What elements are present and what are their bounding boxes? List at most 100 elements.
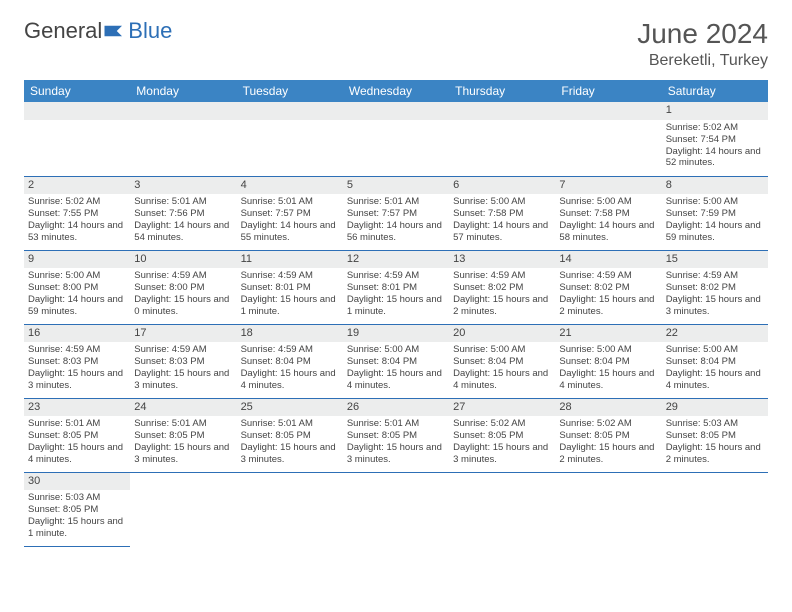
calendar-cell: 19Sunrise: 5:00 AMSunset: 8:04 PMDayligh… — [343, 324, 449, 398]
day-number: 5 — [343, 177, 449, 195]
calendar-cell — [555, 472, 661, 546]
sunrise-text: Sunrise: 5:02 AM — [28, 196, 126, 208]
calendar-cell — [449, 102, 555, 176]
day-number: 7 — [555, 177, 661, 195]
sunrise-text: Sunrise: 4:59 AM — [453, 270, 551, 282]
weekday-header: Friday — [555, 80, 661, 102]
calendar-week-row: 16Sunrise: 4:59 AMSunset: 8:03 PMDayligh… — [24, 324, 768, 398]
day-number: 17 — [130, 325, 236, 343]
calendar-cell: 29Sunrise: 5:03 AMSunset: 8:05 PMDayligh… — [662, 398, 768, 472]
sunrise-text: Sunrise: 5:00 AM — [559, 344, 657, 356]
daylight-text: Daylight: 14 hours and 57 minutes. — [453, 220, 551, 244]
sunset-text: Sunset: 7:58 PM — [559, 208, 657, 220]
calendar-cell: 28Sunrise: 5:02 AMSunset: 8:05 PMDayligh… — [555, 398, 661, 472]
sunrise-text: Sunrise: 5:00 AM — [453, 196, 551, 208]
calendar-cell: 25Sunrise: 5:01 AMSunset: 8:05 PMDayligh… — [237, 398, 343, 472]
day-number: 22 — [662, 325, 768, 343]
calendar-cell: 17Sunrise: 4:59 AMSunset: 8:03 PMDayligh… — [130, 324, 236, 398]
brand-part2: Blue — [128, 18, 172, 44]
daylight-text: Daylight: 15 hours and 1 minute. — [347, 294, 445, 318]
daylight-text: Daylight: 14 hours and 53 minutes. — [28, 220, 126, 244]
day-number: 21 — [555, 325, 661, 343]
sunrise-text: Sunrise: 4:59 AM — [241, 344, 339, 356]
weekday-header-row: Sunday Monday Tuesday Wednesday Thursday… — [24, 80, 768, 102]
daylight-text: Daylight: 15 hours and 1 minute. — [28, 516, 126, 540]
calendar-cell: 2Sunrise: 5:02 AMSunset: 7:55 PMDaylight… — [24, 176, 130, 250]
sunset-text: Sunset: 8:02 PM — [453, 282, 551, 294]
sunset-text: Sunset: 8:02 PM — [559, 282, 657, 294]
sunset-text: Sunset: 7:59 PM — [666, 208, 764, 220]
day-number: 4 — [237, 177, 343, 195]
day-number: 9 — [24, 251, 130, 269]
sunset-text: Sunset: 7:58 PM — [453, 208, 551, 220]
sunset-text: Sunset: 7:55 PM — [28, 208, 126, 220]
calendar-cell — [24, 102, 130, 176]
day-number: 26 — [343, 399, 449, 417]
day-details: Sunrise: 4:59 AMSunset: 8:01 PMDaylight:… — [241, 270, 339, 318]
daylight-text: Daylight: 14 hours and 59 minutes. — [28, 294, 126, 318]
sunrise-text: Sunrise: 5:01 AM — [347, 196, 445, 208]
daylight-text: Daylight: 15 hours and 4 minutes. — [559, 368, 657, 392]
day-details: Sunrise: 5:03 AMSunset: 8:05 PMDaylight:… — [666, 418, 764, 466]
sunrise-text: Sunrise: 4:59 AM — [134, 270, 232, 282]
calendar-cell: 5Sunrise: 5:01 AMSunset: 7:57 PMDaylight… — [343, 176, 449, 250]
day-number: 19 — [343, 325, 449, 343]
calendar-cell — [237, 102, 343, 176]
day-details: Sunrise: 5:03 AMSunset: 8:05 PMDaylight:… — [28, 492, 126, 540]
daylight-text: Daylight: 15 hours and 3 minutes. — [134, 442, 232, 466]
calendar-cell — [237, 472, 343, 546]
calendar-cell: 1Sunrise: 5:02 AMSunset: 7:54 PMDaylight… — [662, 102, 768, 176]
day-number: 12 — [343, 251, 449, 269]
calendar-week-row: 2Sunrise: 5:02 AMSunset: 7:55 PMDaylight… — [24, 176, 768, 250]
location: Bereketli, Turkey — [637, 52, 768, 70]
daylight-text: Daylight: 15 hours and 4 minutes. — [28, 442, 126, 466]
brand-logo: General Blue — [24, 18, 172, 44]
day-number: 3 — [130, 177, 236, 195]
day-details: Sunrise: 5:01 AMSunset: 7:57 PMDaylight:… — [347, 196, 445, 244]
day-number: 6 — [449, 177, 555, 195]
day-number: 1 — [662, 102, 768, 120]
daylight-text: Daylight: 15 hours and 2 minutes. — [559, 294, 657, 318]
daylight-text: Daylight: 14 hours and 52 minutes. — [666, 146, 764, 170]
calendar-cell — [555, 102, 661, 176]
calendar-cell: 8Sunrise: 5:00 AMSunset: 7:59 PMDaylight… — [662, 176, 768, 250]
sunset-text: Sunset: 8:00 PM — [28, 282, 126, 294]
day-details: Sunrise: 5:00 AMSunset: 8:00 PMDaylight:… — [28, 270, 126, 318]
daylight-text: Daylight: 15 hours and 1 minute. — [241, 294, 339, 318]
daylight-text: Daylight: 14 hours and 56 minutes. — [347, 220, 445, 244]
sunrise-text: Sunrise: 5:01 AM — [28, 418, 126, 430]
sunrise-text: Sunrise: 5:03 AM — [28, 492, 126, 504]
sunset-text: Sunset: 7:54 PM — [666, 134, 764, 146]
sunrise-text: Sunrise: 5:01 AM — [241, 196, 339, 208]
weekday-header: Saturday — [662, 80, 768, 102]
daylight-text: Daylight: 15 hours and 0 minutes. — [134, 294, 232, 318]
daylight-text: Daylight: 15 hours and 4 minutes. — [241, 368, 339, 392]
sunset-text: Sunset: 8:05 PM — [347, 430, 445, 442]
calendar-cell: 16Sunrise: 4:59 AMSunset: 8:03 PMDayligh… — [24, 324, 130, 398]
day-number: 29 — [662, 399, 768, 417]
calendar-cell: 27Sunrise: 5:02 AMSunset: 8:05 PMDayligh… — [449, 398, 555, 472]
day-details: Sunrise: 5:01 AMSunset: 8:05 PMDaylight:… — [134, 418, 232, 466]
day-number: 10 — [130, 251, 236, 269]
day-details: Sunrise: 4:59 AMSunset: 8:02 PMDaylight:… — [453, 270, 551, 318]
day-details: Sunrise: 4:59 AMSunset: 8:02 PMDaylight:… — [666, 270, 764, 318]
sunset-text: Sunset: 8:01 PM — [241, 282, 339, 294]
sunset-text: Sunset: 7:57 PM — [347, 208, 445, 220]
day-details: Sunrise: 5:00 AMSunset: 8:04 PMDaylight:… — [666, 344, 764, 392]
calendar-cell: 24Sunrise: 5:01 AMSunset: 8:05 PMDayligh… — [130, 398, 236, 472]
day-details: Sunrise: 4:59 AMSunset: 8:03 PMDaylight:… — [28, 344, 126, 392]
calendar-cell: 14Sunrise: 4:59 AMSunset: 8:02 PMDayligh… — [555, 250, 661, 324]
day-number: 25 — [237, 399, 343, 417]
brand-part1: General — [24, 18, 102, 44]
day-details: Sunrise: 5:01 AMSunset: 8:05 PMDaylight:… — [28, 418, 126, 466]
sunrise-text: Sunrise: 5:02 AM — [559, 418, 657, 430]
daylight-text: Daylight: 15 hours and 3 minutes. — [347, 442, 445, 466]
calendar-week-row: 9Sunrise: 5:00 AMSunset: 8:00 PMDaylight… — [24, 250, 768, 324]
daylight-text: Daylight: 15 hours and 4 minutes. — [347, 368, 445, 392]
sunset-text: Sunset: 8:05 PM — [28, 504, 126, 516]
sunset-text: Sunset: 8:02 PM — [666, 282, 764, 294]
sunrise-text: Sunrise: 5:00 AM — [666, 196, 764, 208]
calendar-week-row: 23Sunrise: 5:01 AMSunset: 8:05 PMDayligh… — [24, 398, 768, 472]
day-number: 15 — [662, 251, 768, 269]
day-number: 13 — [449, 251, 555, 269]
